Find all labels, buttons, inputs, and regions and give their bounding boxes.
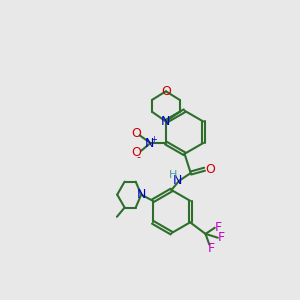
Text: N: N xyxy=(136,188,146,201)
Text: O: O xyxy=(131,146,141,159)
Text: O: O xyxy=(161,85,171,98)
Text: O: O xyxy=(131,127,141,140)
Text: H: H xyxy=(169,170,177,180)
Text: +: + xyxy=(150,136,157,145)
Text: N: N xyxy=(144,136,154,149)
Text: F: F xyxy=(215,221,222,234)
Text: -: - xyxy=(137,152,141,162)
Text: N: N xyxy=(173,174,182,187)
Text: F: F xyxy=(218,231,225,244)
Text: F: F xyxy=(207,242,214,255)
Text: O: O xyxy=(205,163,215,176)
Text: N: N xyxy=(161,115,171,128)
